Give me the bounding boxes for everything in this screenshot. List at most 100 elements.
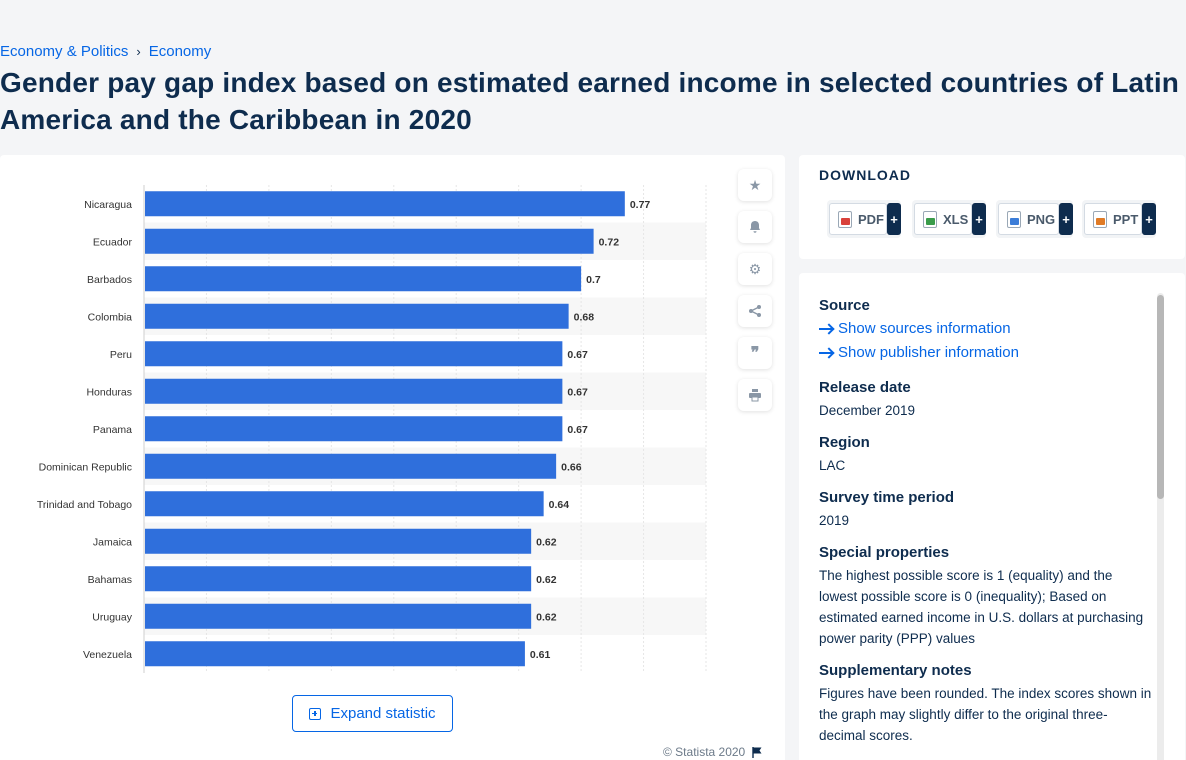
- png-file-icon: [1007, 210, 1021, 228]
- release-date-heading: Release date: [819, 379, 911, 396]
- download-ppt-button[interactable]: PPT: [1084, 203, 1142, 235]
- category-label: Panama: [93, 424, 132, 436]
- category-label: Colombia: [88, 311, 133, 323]
- bar-chart: Nicaragua 0.77 Ecuador 0.72 Barbados 0.7 Colom…: [37, 185, 707, 673]
- download-ppt-plus-button[interactable]: +: [1142, 203, 1156, 235]
- data-label: 0.67: [567, 386, 588, 398]
- category-label: Bahamas: [88, 574, 132, 586]
- data-label: 0.61: [530, 649, 551, 661]
- pdf-file-icon: [838, 210, 852, 228]
- chart-toolbar: ★ ⚙ ❞: [738, 169, 772, 411]
- survey-period-heading: Survey time period: [819, 489, 955, 506]
- bar-honduras: [145, 378, 563, 404]
- bar-uruguay: [145, 603, 532, 629]
- quote-icon[interactable]: ❞: [738, 337, 772, 369]
- chart-fade-overlay: [0, 755, 720, 760]
- bar-nicaragua: [145, 191, 625, 217]
- data-label: 0.67: [567, 349, 588, 361]
- category-label: Nicaragua: [84, 199, 132, 211]
- download-ppt-group: PPT +: [1082, 200, 1156, 238]
- show-sources-label: Show sources information: [838, 320, 1011, 337]
- bar-venezuela: [145, 641, 525, 667]
- category-label: Peru: [110, 349, 132, 361]
- flag-icon[interactable]: [751, 746, 763, 758]
- bell-icon[interactable]: [738, 211, 772, 243]
- share-icon[interactable]: [738, 295, 772, 327]
- download-title: DOWNLOAD: [819, 167, 911, 183]
- xls-file-icon: [923, 210, 937, 228]
- download-pdf-group: PDF +: [827, 200, 901, 238]
- breadcrumb-separator: ›: [136, 44, 141, 59]
- arrow-right-icon: [819, 351, 832, 354]
- bar-barbados: [145, 266, 582, 292]
- scrollbar-track[interactable]: [1157, 293, 1164, 760]
- category-label: Barbados: [87, 274, 132, 286]
- data-label: 0.72: [599, 236, 620, 248]
- arrow-right-icon: [819, 327, 832, 330]
- breadcrumb-link-economy-politics[interactable]: Economy & Politics: [0, 43, 129, 60]
- category-label: Jamaica: [93, 536, 132, 548]
- download-pdf-label: PDF: [858, 211, 884, 227]
- chart-card: Nicaragua 0.77 Ecuador 0.72 Barbados 0.7 Colom…: [0, 155, 785, 760]
- download-png-group: PNG +: [996, 200, 1073, 238]
- scrollbar-thumb[interactable]: [1157, 295, 1164, 499]
- breadcrumb-link-economy[interactable]: Economy: [148, 43, 212, 60]
- category-label: Uruguay: [92, 611, 132, 623]
- download-pdf-plus-button[interactable]: +: [887, 203, 901, 235]
- download-png-label: PNG: [1027, 211, 1056, 227]
- category-label: Trinidad and Tobago: [37, 499, 132, 511]
- data-label: 0.77: [630, 199, 651, 211]
- copyright-text: © Statista 2020: [663, 745, 746, 759]
- show-publisher-link[interactable]: Show publisher information: [819, 344, 1019, 361]
- statistic-info-panel: Source Show sources information Show pub…: [799, 273, 1185, 760]
- gear-icon[interactable]: ⚙: [738, 253, 772, 285]
- download-xls-button[interactable]: XLS: [914, 203, 972, 235]
- survey-period-value: 2019: [819, 513, 850, 528]
- download-png-plus-button[interactable]: +: [1059, 203, 1073, 235]
- ppt-file-icon: [1093, 210, 1107, 228]
- expand-icon: [309, 707, 322, 720]
- data-label: 0.7: [586, 274, 601, 286]
- supplementary-notes-heading: Supplementary notes: [819, 662, 972, 679]
- region-heading: Region: [819, 434, 870, 451]
- category-label: Ecuador: [93, 236, 133, 248]
- bar-colombia: [145, 303, 569, 329]
- bar-peru: [145, 341, 563, 367]
- star-icon[interactable]: ★: [738, 169, 772, 201]
- category-label: Venezuela: [83, 649, 132, 661]
- data-label: 0.66: [561, 461, 582, 473]
- download-ppt-label: PPT: [1113, 211, 1139, 227]
- page-title: Gender pay gap index based on estimated …: [0, 67, 1180, 135]
- download-xls-label: XLS: [943, 211, 969, 227]
- data-label: 0.67: [567, 424, 588, 436]
- special-properties-heading: Special properties: [819, 544, 950, 561]
- print-icon[interactable]: [738, 379, 772, 411]
- data-label: 0.64: [549, 499, 570, 511]
- breadcrumb: Economy & Politics › Economy: [0, 43, 211, 60]
- region-value: LAC: [819, 458, 846, 473]
- data-label: 0.62: [536, 536, 557, 548]
- bar-panama: [145, 416, 563, 442]
- category-label: Honduras: [86, 386, 132, 398]
- data-label: 0.62: [536, 574, 557, 586]
- top-bar: [0, 0, 1186, 36]
- expand-statistic-label: Expand statistic: [330, 705, 436, 722]
- expand-statistic-button[interactable]: Expand statistic: [292, 695, 453, 732]
- download-card: DOWNLOAD PDF + XLS + PNG + PPT +: [799, 155, 1185, 259]
- supplementary-notes-value: Figures have been rounded. The index sco…: [819, 686, 1152, 743]
- bar-trinidad-and-tobago: [145, 491, 544, 517]
- show-publisher-label: Show publisher information: [838, 344, 1019, 361]
- data-label: 0.62: [536, 611, 557, 623]
- download-xls-group: XLS +: [912, 200, 986, 238]
- download-png-button[interactable]: PNG: [998, 203, 1059, 235]
- show-sources-link[interactable]: Show sources information: [819, 320, 1011, 337]
- download-xls-plus-button[interactable]: +: [972, 203, 986, 235]
- bar-dominican-republic: [145, 453, 557, 479]
- bar-bahamas: [145, 566, 532, 592]
- category-label: Dominican Republic: [39, 461, 132, 473]
- download-pdf-button[interactable]: PDF: [829, 203, 887, 235]
- bar-jamaica: [145, 528, 532, 554]
- release-date-value: December 2019: [819, 403, 916, 418]
- special-properties-value: The highest possible score is 1 (equalit…: [819, 568, 1144, 646]
- data-label: 0.68: [574, 311, 595, 323]
